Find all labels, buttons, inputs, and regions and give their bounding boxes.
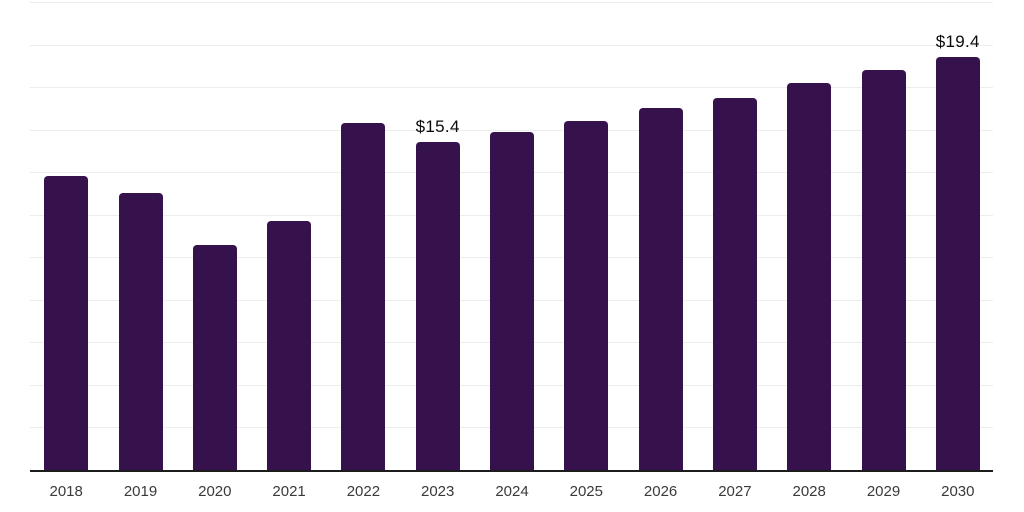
x-axis-tick-label-2025: 2025 xyxy=(569,483,603,500)
x-axis-tick-label-2019: 2019 xyxy=(123,483,158,500)
plot-area: $15.4 $19.4 xyxy=(30,2,993,470)
bar-2020 xyxy=(192,244,237,470)
bar-2023 xyxy=(415,142,460,470)
x-axis-tick-label-2018: 2018 xyxy=(49,483,83,500)
bar-value-label-2030: $19.4 xyxy=(935,32,980,52)
bar-2021 xyxy=(267,221,312,470)
x-axis-tick-label-2030: 2030 xyxy=(941,483,975,500)
x-axis-tick-label-2028: 2028 xyxy=(792,483,826,500)
x-axis-tick-label-2027: 2027 xyxy=(718,483,752,500)
bar-2022 xyxy=(341,123,386,470)
bar-2025 xyxy=(564,121,609,470)
bar-2019 xyxy=(118,193,163,470)
gridline xyxy=(30,87,993,89)
x-axis-tick-label-2024: 2024 xyxy=(495,483,529,500)
x-axis-tick-label-2026: 2026 xyxy=(643,483,678,500)
x-axis-tick-label-2023: 2023 xyxy=(421,483,455,500)
x-axis-tick-label-2022: 2022 xyxy=(346,483,381,500)
gridline xyxy=(30,2,993,3)
bar-value-label-2023: $15.4 xyxy=(415,117,460,137)
gridline xyxy=(30,44,993,46)
bar-2030 xyxy=(935,57,980,470)
bar-2018 xyxy=(44,176,89,470)
bar-2026 xyxy=(638,108,683,470)
bar-2027 xyxy=(712,97,757,470)
bar-2028 xyxy=(787,82,832,470)
bar-2029 xyxy=(861,70,906,470)
x-axis-tick-label-2021: 2021 xyxy=(272,483,306,500)
x-axis-tick-label-2029: 2029 xyxy=(866,483,901,500)
x-axis-tick-label-2020: 2020 xyxy=(198,483,232,500)
bar-2024 xyxy=(490,131,534,470)
x-axis-line xyxy=(30,470,993,472)
gridline xyxy=(30,129,993,131)
